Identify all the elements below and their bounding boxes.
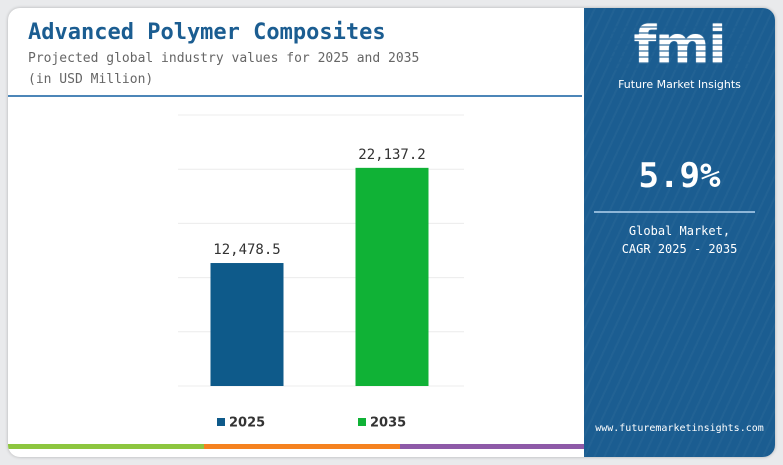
- chart-subtitle: Projected global industry values for 202…: [28, 48, 419, 90]
- bar-chart: 12,478.5 22,137.2 2025 2035: [178, 114, 464, 431]
- cagr-label-line1: Global Market,: [628, 224, 731, 238]
- bottom-bar-green: [8, 444, 204, 449]
- legend-label-2025: 2025: [229, 416, 265, 431]
- legend-swatch-2025: [217, 418, 225, 426]
- bottom-bar-orange: [204, 444, 400, 449]
- brand-name: Future Market Insights: [618, 78, 741, 91]
- data-label-2025: 12,478.5: [213, 242, 280, 258]
- logo-stripes: [609, 26, 749, 70]
- brand-panel: fmi Future Market Insights 5.9% Global M…: [584, 8, 775, 457]
- panel-divider: [594, 211, 755, 213]
- legend-swatch-2035: [358, 418, 366, 426]
- bar-2035: [355, 167, 429, 386]
- data-label-2035: 22,137.2: [358, 147, 425, 163]
- cagr-label: Global Market, CAGR 2025 - 2035: [584, 222, 775, 258]
- bottom-bar-purple: [400, 444, 584, 449]
- cagr-label-line2: CAGR 2025 - 2035: [621, 242, 738, 256]
- legend-label-2035: 2035: [370, 416, 406, 431]
- unit-text: (in USD Million): [28, 72, 154, 87]
- bar-2025: [210, 263, 284, 386]
- subtitle-text: Projected global industry values for 202…: [28, 51, 420, 66]
- chart-card: Advanced Polymer Composites Projected gl…: [8, 8, 775, 457]
- website-link[interactable]: www.futuremarketinsights.com: [595, 423, 764, 434]
- header-divider: [8, 95, 582, 97]
- chart-title: Advanced Polymer Composites: [28, 20, 386, 45]
- panel-texture: [584, 8, 775, 457]
- cagr-value: 5.9%: [638, 156, 721, 196]
